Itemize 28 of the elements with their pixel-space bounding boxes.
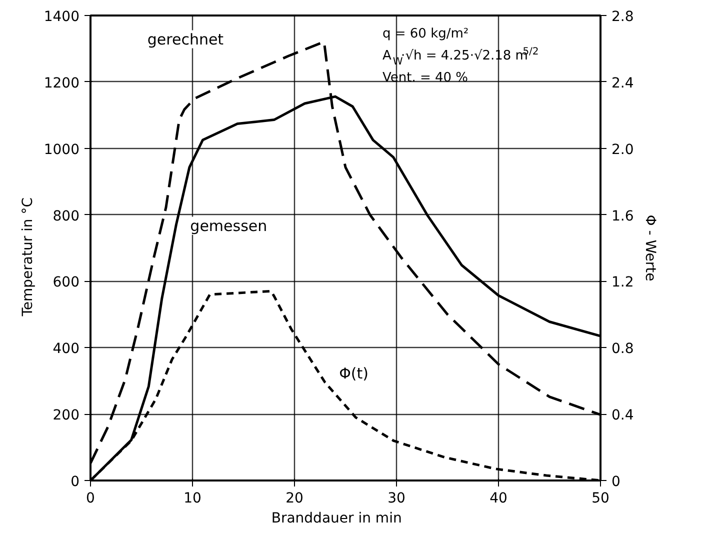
y2-axis-title: Φ - Werte (642, 214, 658, 282)
x-tick-label: 0 (86, 490, 95, 506)
y2-tick-label: 1.6 (612, 208, 634, 224)
x-tick-label: 20 (286, 490, 304, 506)
y2-tick-label: 0.8 (612, 341, 634, 358)
y-tick-label: 600 (52, 274, 80, 291)
y-tick-label: 1200 (44, 75, 80, 92)
x-tick-label: 40 (490, 490, 508, 506)
x-tick-label: 50 (592, 490, 610, 506)
y-tick-label: 200 (52, 408, 80, 424)
series-label: gemessen (190, 216, 268, 235)
text: gerechnet (147, 30, 224, 48)
y2-tick-label: 2.8 (612, 9, 634, 25)
y2-tick-label: 0 (612, 474, 620, 490)
x-tick-label: 30 (388, 490, 406, 506)
y2-tick-label: 1.2 (612, 274, 634, 291)
y-tick-label: 1400 (44, 9, 80, 25)
y2-tick-label: 0.4 (612, 408, 634, 424)
y-tick-label: 0 (70, 474, 80, 490)
y-tick-label: 800 (52, 208, 80, 224)
y-tick-label: 1000 (44, 142, 80, 158)
y2-tick-label: 2.4 (612, 75, 634, 92)
y-axis-title: Temperatur in °C (20, 197, 36, 318)
x-tick-label: 10 (184, 490, 202, 506)
series-label: Φ(t) (339, 364, 369, 383)
y-tick-label: 400 (52, 341, 80, 358)
x-axis-title: Branddauer in min (271, 510, 402, 526)
y2-tick-label: 2.0 (612, 142, 634, 158)
